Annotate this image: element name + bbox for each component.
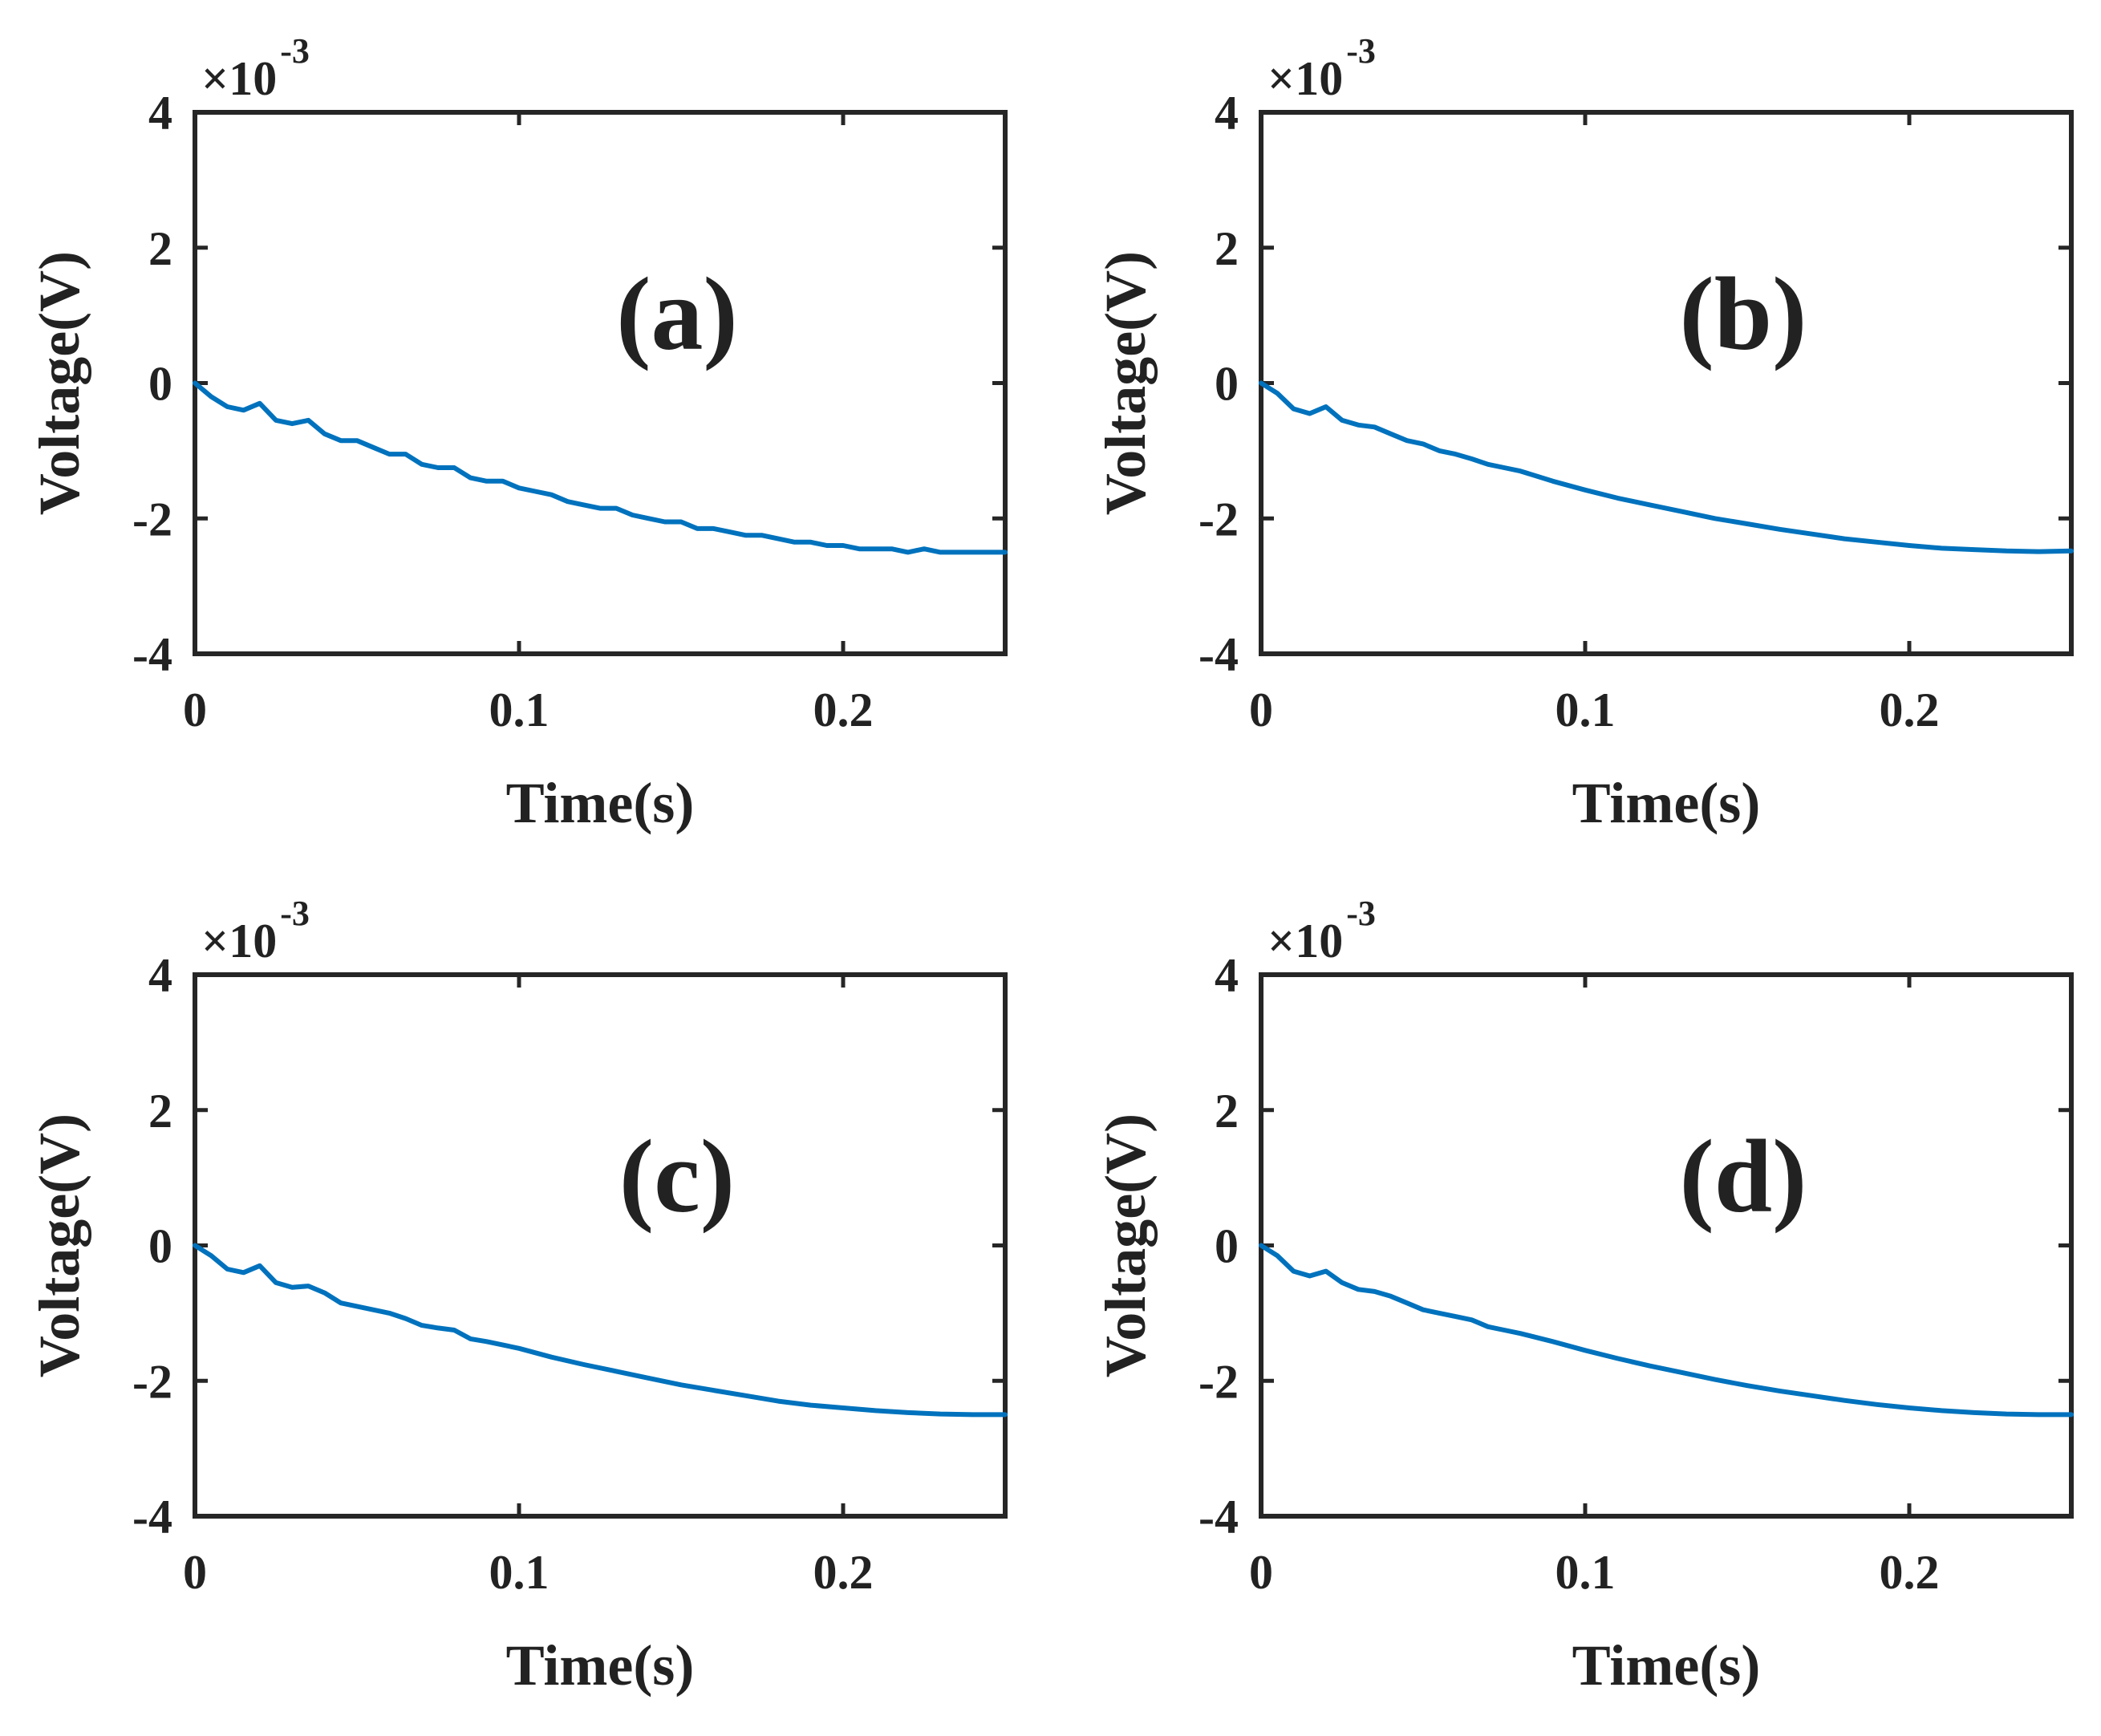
y-tick-label: 4	[148, 949, 172, 1002]
x-tick-label: 0.2	[813, 683, 874, 736]
y-tick-label: 0	[148, 358, 172, 411]
y-tick-label: -4	[1199, 628, 1239, 681]
series-line-voltage	[1259, 1243, 2074, 1418]
x-axis-label: Time(s)	[1572, 1633, 1761, 1697]
x-tick-label: 0	[183, 683, 207, 736]
y-tick-label: -4	[132, 1491, 172, 1543]
x-tick-label: 0	[183, 1546, 207, 1599]
x-tick-label: 0.1	[1555, 1546, 1616, 1599]
y-tick-label: 0	[1215, 1220, 1239, 1273]
panel-label: (c)	[619, 1119, 735, 1235]
x-tick-label: 0.1	[489, 1546, 550, 1599]
plot-frame	[1259, 110, 2074, 656]
panel-label: (b)	[1680, 257, 1807, 372]
panel-c: 0 0.1 0.2 4 2 0 -2 -4 Time(s) Voltage(V) ×10-3 (c)	[27, 894, 1008, 1697]
series-line-voltage	[1259, 380, 2074, 554]
x-axis-label: Time(s)	[1572, 771, 1761, 835]
y-axis-label: Voltage(V)	[1093, 251, 1158, 515]
y-scale-factor: ×10	[201, 915, 277, 967]
series-line-voltage	[193, 1243, 1008, 1418]
y-tick-label: 2	[1215, 222, 1239, 275]
y-scale-factor: ×10	[1267, 915, 1343, 967]
series-line-voltage	[193, 380, 1008, 555]
y-tick-label: 4	[1215, 949, 1239, 1002]
x-tick-label: 0.2	[1880, 683, 1940, 736]
y-scale-factor: ×10	[1267, 52, 1343, 105]
plot-frame	[193, 972, 1008, 1519]
plot-frame	[193, 110, 1008, 656]
panel-label: (d)	[1680, 1119, 1807, 1235]
panel-label: (a)	[616, 257, 738, 372]
panel-d: 0 0.1 0.2 4 2 0 -2 -4 Time(s) Voltage(V) ×10-3 (d)	[1093, 894, 2074, 1697]
x-tick-label: 0.2	[1880, 1546, 1940, 1599]
x-tick-label: 0.1	[489, 683, 550, 736]
x-tick-label: 0	[1249, 1546, 1273, 1599]
y-tick-label: 0	[1215, 358, 1239, 411]
y-scale-exponent: -3	[280, 31, 310, 71]
y-tick-label: -2	[1199, 493, 1239, 546]
y-scale-exponent: -3	[1346, 894, 1376, 933]
y-tick-label: 2	[1215, 1085, 1239, 1138]
y-tick-label: 2	[148, 1085, 172, 1138]
y-scale-exponent: -3	[1346, 31, 1376, 71]
x-axis-label: Time(s)	[506, 771, 695, 835]
y-tick-label: 4	[1215, 87, 1239, 140]
y-axis-label: Voltage(V)	[27, 251, 91, 515]
x-tick-label: 0	[1249, 683, 1273, 736]
y-axis-label: Voltage(V)	[1093, 1113, 1158, 1377]
panel-b: 0 0.1 0.2 4 2 0 -2 -4 Time(s) Voltage(V) ×10-3 (b)	[1093, 31, 2074, 835]
y-scale-exponent: -3	[280, 894, 310, 933]
y-tick-label: -4	[1199, 1491, 1239, 1543]
y-tick-label: -2	[132, 1355, 172, 1408]
x-axis-label: Time(s)	[506, 1633, 695, 1697]
y-tick-label: -2	[1199, 1355, 1239, 1408]
y-tick-label: -2	[132, 493, 172, 546]
plot-frame	[1259, 972, 2074, 1519]
y-axis-label: Voltage(V)	[27, 1113, 91, 1377]
y-tick-label: 2	[148, 222, 172, 275]
y-tick-label: -4	[132, 628, 172, 681]
x-tick-label: 0.2	[813, 1546, 874, 1599]
y-tick-label: 0	[148, 1220, 172, 1273]
y-scale-factor: ×10	[201, 52, 277, 105]
panel-a: 0 0.1 0.2 4 2 0 -2 -4 Time(s) Voltage(V) ×10-3 (a)	[27, 31, 1008, 835]
x-tick-label: 0.1	[1555, 683, 1616, 736]
y-tick-label: 4	[148, 87, 172, 140]
